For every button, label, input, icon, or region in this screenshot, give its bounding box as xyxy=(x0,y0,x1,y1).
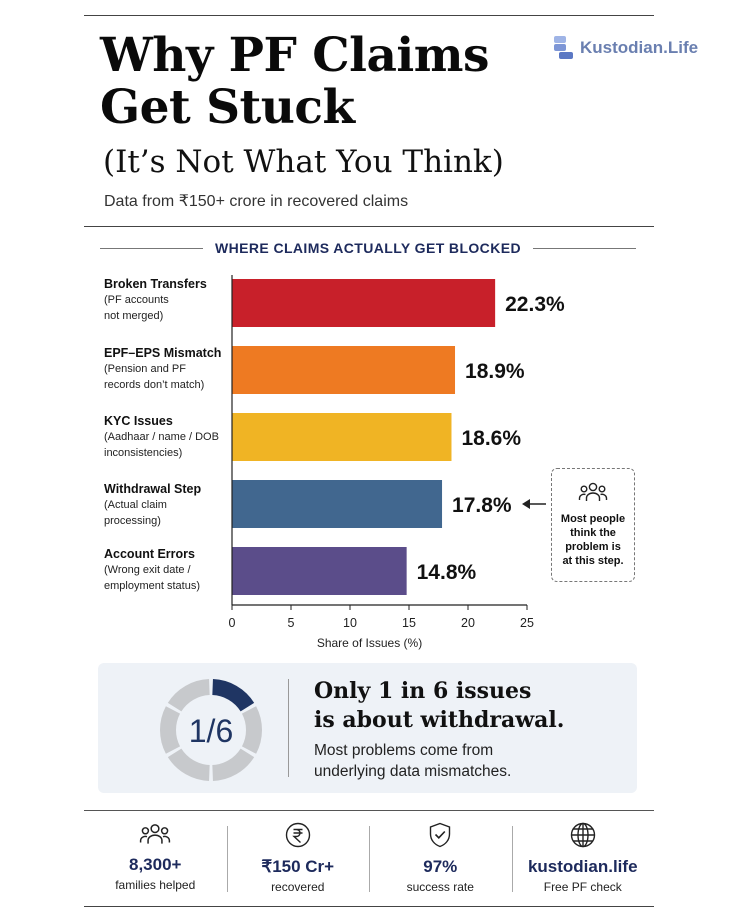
callout-line: think the xyxy=(570,527,616,539)
section-header: WHERE CLAIMS ACTUALLY GET BLOCKED xyxy=(100,240,637,256)
bar-value-label: 17.8% xyxy=(452,494,512,517)
category-name: KYC Issues xyxy=(104,414,173,428)
footer-label: families helped xyxy=(115,878,196,892)
category-label: EPF–EPS Mismatch (Pension and PF records… xyxy=(104,346,226,393)
bar xyxy=(232,547,407,595)
x-tick-label: 5 xyxy=(288,616,295,630)
people-icon xyxy=(140,824,171,844)
bar-chart: 22.3% 18.9% 18.6% 17.8% 14.8% 0 5 10 15 20 25 Share… xyxy=(229,275,565,650)
footer-label: Free PF check xyxy=(543,880,622,894)
bar-value-label: 22.3% xyxy=(505,293,565,316)
callout-line: Most people xyxy=(560,513,626,525)
rupee-icon xyxy=(285,822,310,848)
x-tick-label: 20 xyxy=(461,616,475,630)
stat-divider xyxy=(288,679,289,777)
donut-segment-highlight xyxy=(211,679,255,712)
stat-headline-line: Only 1 in 6 issues xyxy=(314,678,532,704)
bottom-rule xyxy=(84,906,654,907)
bar-value-label: 14.8% xyxy=(417,561,477,584)
category-name: EPF–EPS Mismatch xyxy=(104,346,222,360)
category-desc-line: (Aadhaar / name / DOB xyxy=(104,431,219,443)
footer-item-website: kustodian.life Free PF check xyxy=(511,818,655,898)
callout-line: at this step. xyxy=(562,555,624,567)
callout-arrow-head xyxy=(522,499,530,509)
callout-text: Most people think the problem is at this… xyxy=(552,512,634,568)
x-tick-label: 10 xyxy=(343,616,357,630)
category-label: KYC Issues (Aadhaar / name / DOB inconsi… xyxy=(104,414,226,461)
footer-value: 97% xyxy=(423,857,458,876)
stat-panel: 1/6 Only 1 in 6 issues is about withdraw… xyxy=(98,663,637,793)
footer-stats: 8,300+ families helped ₹150 Cr+ recovere… xyxy=(84,818,654,898)
category-desc-line: processing) xyxy=(104,515,161,527)
page-subtitle: (It’s Not What You Think) xyxy=(103,144,504,180)
page-title: Why PF Claims Get Stuck xyxy=(100,30,489,134)
bar-value-label: 18.6% xyxy=(461,427,521,450)
shield-check-icon xyxy=(430,822,451,848)
category-desc-line: not merged) xyxy=(104,310,164,322)
donut-segment xyxy=(167,679,211,712)
title-line-2: Get Stuck xyxy=(100,80,355,135)
section-line-left xyxy=(100,247,204,249)
stat-headline: Only 1 in 6 issues is about withdrawal. xyxy=(314,677,564,735)
category-label: Account Errors (Wrong exit date / employ… xyxy=(104,547,226,594)
donut-segment xyxy=(160,706,181,754)
category-name: Broken Transfers xyxy=(104,277,207,291)
category-name: Withdrawal Step xyxy=(104,482,202,496)
brand-name: Kustodian.Life xyxy=(580,38,699,57)
donut-segment xyxy=(241,706,262,754)
x-tick-label: 15 xyxy=(402,616,416,630)
donut-fraction: 1/6 xyxy=(189,713,233,749)
category-desc-line: employment status) xyxy=(104,580,200,592)
footer-item-success: 97% success rate xyxy=(369,818,512,898)
people-icon xyxy=(578,482,608,501)
category-label: Withdrawal Step (Actual claim processing… xyxy=(104,482,226,529)
footer-label: recovered xyxy=(271,880,325,894)
bar xyxy=(232,480,443,528)
x-tick-label: 0 xyxy=(229,616,236,630)
stat-headline-line: is about withdrawal. xyxy=(314,707,565,733)
stat-sub-line: Most problems come from xyxy=(314,742,494,759)
top-rule xyxy=(84,15,654,16)
category-name: Account Errors xyxy=(104,547,195,561)
brand-mark-icon xyxy=(554,36,573,59)
category-desc-line: inconsistencies) xyxy=(104,447,183,459)
footer-item-recovered: ₹150 Cr+ recovered xyxy=(226,818,370,898)
globe-icon xyxy=(570,822,595,848)
stat-sub-line: underlying data mismatches. xyxy=(314,763,512,780)
x-tick-label: 25 xyxy=(520,616,534,630)
footer-value: ₹150 Cr+ xyxy=(261,857,335,876)
bar xyxy=(232,346,456,394)
footer-value: 8,300+ xyxy=(129,855,182,874)
x-axis-label: Share of Issues (%) xyxy=(317,636,422,650)
bar xyxy=(232,413,452,461)
bar xyxy=(232,279,496,327)
fraction-donut: 1/6 xyxy=(160,679,262,781)
category-desc-line: records don’t match) xyxy=(104,379,205,391)
category-desc-line: (PF accounts xyxy=(104,294,169,306)
footer-rule xyxy=(84,810,654,811)
header-rule xyxy=(84,226,654,227)
category-desc-line: (Wrong exit date / xyxy=(104,564,191,576)
callout-box: Most people think the problem is at this… xyxy=(551,468,635,582)
category-label: Broken Transfers (PF accounts not merged… xyxy=(104,277,226,324)
footer-value[interactable]: kustodian.life xyxy=(527,857,638,876)
brand-logo: Kustodian.Life xyxy=(552,36,698,60)
title-line-1: Why PF Claims xyxy=(100,28,489,83)
category-desc-line: (Actual claim xyxy=(104,499,167,511)
donut-segment xyxy=(211,748,255,781)
footer-item-families: 8,300+ families helped xyxy=(84,818,227,898)
bar-value-label: 18.9% xyxy=(465,360,525,383)
donut-segment xyxy=(167,748,211,781)
section-title: WHERE CLAIMS ACTUALLY GET BLOCKED xyxy=(215,240,521,256)
stat-subtext: Most problems come from underlying data … xyxy=(314,740,511,782)
category-desc-line: (Pension and PF xyxy=(104,363,186,375)
tagline: Data from ₹150+ crore in recovered claim… xyxy=(104,193,409,210)
section-line-right xyxy=(532,247,637,249)
footer-label: success rate xyxy=(406,880,474,894)
callout-line: problem is xyxy=(565,541,621,553)
